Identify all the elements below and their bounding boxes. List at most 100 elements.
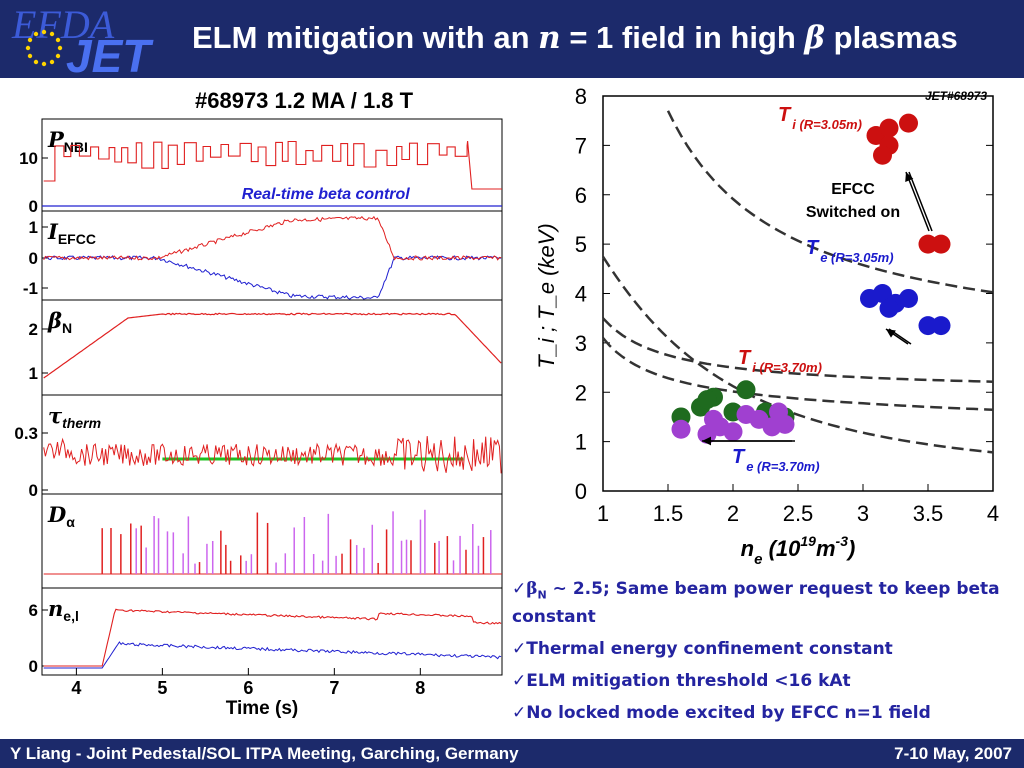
ti-edge-arrow [905,171,933,232]
panel-frame [41,210,503,301]
bullet-note: ✓No locked mode excited by EFCC n=1 fiel… [512,703,931,724]
x-tick-label: 8 [415,678,425,698]
check-icon: ✓ [512,671,527,692]
footer-meeting: Y Liang - Joint Pedestal/SOL ITPA Meetin… [10,744,519,763]
logo-jet-text: JET [66,30,154,76]
y-tick-label: 0 [29,657,38,676]
scatter-point [931,316,951,336]
x-tick-label: 4 [71,678,81,698]
timeseries-title: #68973 1.2 MA / 1.8 T [195,88,414,113]
x-tick-label: 3.5 [913,501,944,526]
y-tick-label: 1 [575,430,587,455]
shot-tag: JET#68973 [925,89,987,103]
x-tick-label: 1.5 [653,501,684,526]
y-tick-label: -1 [23,279,38,298]
y-tick-label: 1 [29,218,38,237]
footer-date: 7-10 May, 2007 [894,744,1012,763]
panel-label: Dα [47,502,75,530]
x-tick-label: 5 [157,678,167,698]
y-tick-label: 1 [29,364,38,383]
scatter-point [899,288,918,308]
slide-title: ELM mitigation with an n = 1 field in hi… [192,20,958,56]
beta-control-annotation: Real-time beta control [242,186,411,203]
x-axis-label: Time (s) [226,698,299,719]
tau-therm-trace [43,436,502,474]
scatter-point [899,113,918,133]
ne-central-trace [43,608,502,667]
scatter-point [769,402,788,422]
y-tick-label: 0 [29,249,38,268]
scatter-point [736,380,756,400]
y-tick-label: 0 [29,481,38,500]
scatter-point [931,234,951,254]
y-tick-label: 10 [19,149,38,168]
panel-frame [41,587,503,676]
y-tick-label: 0 [29,197,38,216]
bullet-note: ✓βN ~ 2.5; Same beam power request to ke… [512,579,1000,628]
x-axis-label: ne (1019m-3) [741,533,856,568]
te-edge-arrow [885,328,912,345]
x-tick-label: 2 [727,501,739,526]
y-tick-label: 4 [575,282,587,307]
x-tick-label: 1 [597,501,609,526]
scatter-point [879,118,899,138]
footer-bar: Y Liang - Joint Pedestal/SOL ITPA Meetin… [0,739,1024,768]
scatter-point [873,284,892,303]
x-tick-label: 2.5 [783,501,814,526]
model-curve [602,337,994,411]
model-curve [601,256,994,454]
header-bar: EFDA JET ELM mitigation with an n = 1 fi… [0,0,1024,78]
scatter-point [723,422,743,442]
panel-label: τtherm [48,403,101,431]
iefcc-positive-trace [43,215,502,261]
x-tick-label: 6 [243,678,253,698]
y-tick-label: 7 [575,133,587,158]
timeseries-figure: 100PNBI10-1IEFCC21βN0.30τthermDα60ne,lRe… [14,118,503,719]
pnbi-trace [43,140,502,190]
te-core-arrow [702,436,795,446]
panel-label: βN [47,308,72,336]
y-tick-label: 6 [575,183,587,208]
x-tick-label: 7 [329,678,339,698]
scatter-point [918,234,938,254]
bullet-note: ✓Thermal energy confinement constant [512,639,893,660]
y-tick-label: 2 [29,320,38,339]
panel-label: PNBI [47,127,88,155]
scatter-point [879,298,899,318]
y-tick-label: 0 [575,479,587,504]
x-tick-label: 4 [987,501,999,526]
chart-frame [602,95,994,492]
y-tick-label: 2 [575,380,587,405]
check-icon: ✓ [512,703,527,724]
scatter-point [918,316,938,336]
efcc-annotation-line2: Switched on [806,204,900,221]
y-tick-label: 3 [575,331,587,356]
iefcc-negative-trace [43,255,502,300]
panel-frame [41,394,503,495]
scatter-point [873,145,892,165]
panel-label: ne,l [48,596,79,624]
efda-jet-logo: EFDA JET [11,2,154,76]
efcc-annotation-line1: EFCC [831,181,875,198]
y-tick-label: 8 [575,86,587,109]
bullet-note: ✓ELM mitigation threshold <16 kAt [512,671,851,692]
x-tick-label: 3 [857,501,869,526]
check-icon: ✓ [512,579,527,599]
scatter-point [697,390,717,410]
betan-trace [43,312,502,379]
model-curve [666,110,994,294]
check-icon: ✓ [512,639,527,660]
bullet-notes: ✓βN ~ 2.5; Same beam power request to ke… [512,578,1022,734]
scatter-point [671,419,691,439]
y-tick-label: 5 [575,232,587,257]
y-tick-label: 6 [29,601,38,620]
panel-label: IEFCC [47,219,96,247]
eu-stars-icon [25,29,63,67]
scatter-point [704,409,723,429]
y-tick-label: 0.3 [14,424,38,443]
